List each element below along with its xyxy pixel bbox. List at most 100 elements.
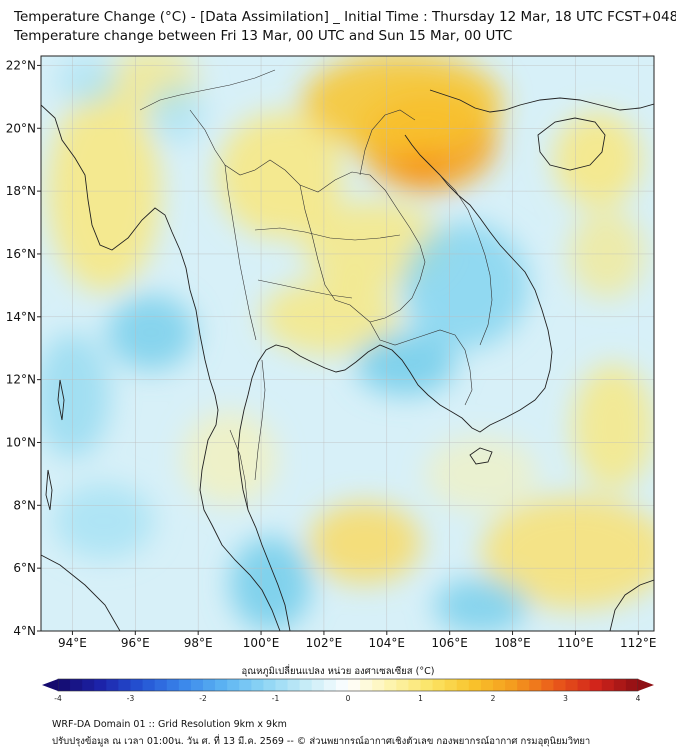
colorbar-cell	[529, 679, 542, 691]
colorbar-cell	[420, 679, 433, 691]
colorbar-cell	[275, 679, 288, 691]
borders	[139, 69, 493, 511]
colorbar: -4 -3 -2 -1 0 1 2 3 4	[42, 678, 654, 703]
temperature-anomaly-13	[182, 411, 277, 506]
temperature-anomaly-21	[433, 577, 529, 631]
lat-label: 10°N	[6, 435, 36, 449]
colorbar-cell	[130, 679, 143, 691]
colorbar-cell	[190, 679, 204, 691]
colorbar-cell	[432, 679, 446, 691]
lon-label: 100°E	[243, 636, 280, 650]
colorbar-cell	[251, 679, 264, 691]
lat-label: 20°N	[6, 121, 36, 135]
temperature-anomaly-18	[41, 332, 111, 459]
update-info: ปรับปรุงข้อมูล ณ เวลา 01:00น. วัน ศ. ที่…	[52, 736, 591, 747]
coastlines	[41, 89, 654, 631]
lon-label: 110°E	[557, 636, 594, 650]
colorbar-cell	[565, 679, 578, 691]
colorbar-cell	[360, 679, 373, 691]
colorbar-cell	[372, 679, 385, 691]
colorbar-tick-label: 2	[491, 694, 496, 703]
lat-label: 6°N	[13, 561, 36, 575]
colorbar-cell	[505, 679, 518, 691]
colorbar-tick-label: -1	[272, 694, 280, 703]
temperature-anomaly-23	[56, 56, 120, 107]
temperature-anomaly-10	[572, 363, 654, 490]
temperature-anomaly-3	[217, 112, 343, 239]
colorbar-tick-label: 4	[636, 694, 641, 703]
colorbar-cell	[553, 679, 566, 691]
colorbar-cell	[517, 679, 530, 691]
colorbar-cell	[456, 679, 470, 691]
lon-label: 98°E	[184, 636, 213, 650]
lat-label: 8°N	[13, 498, 36, 512]
colorbar-cells	[57, 678, 639, 692]
longitude-labels: 94°E 96°E 98°E 100°E 102°E 104°E 106°E 108°E 110…	[58, 631, 657, 650]
temperature-field	[41, 56, 654, 631]
colorbar-cell	[613, 679, 627, 691]
lon-label: 104°E	[369, 636, 406, 650]
colorbar-cell	[335, 679, 349, 691]
colorbar-cell	[299, 679, 313, 691]
map-title: Temperature Change (°C) - [Data Assimila…	[14, 9, 676, 25]
lat-label: 22°N	[6, 58, 36, 72]
colorbar-cell	[58, 679, 71, 691]
colorbar-cell	[468, 679, 482, 691]
lat-label: 12°N	[6, 373, 36, 387]
colorbar-cell	[263, 679, 276, 691]
colorbar-cell	[493, 679, 506, 691]
lat-label: 14°N	[6, 310, 36, 324]
colorbar-title: อุณหภูมิเปลี่ยนแปลง หน่วย องศาเซลเซียส (…	[241, 666, 435, 677]
colorbar-cell	[348, 679, 361, 691]
colorbar-cell	[142, 679, 156, 691]
colorbar-cell	[323, 679, 337, 691]
lat-label: 18°N	[6, 184, 36, 198]
colorbar-cell	[82, 679, 95, 691]
temperature-anomaly-14	[424, 436, 538, 512]
colorbar-cell	[408, 679, 421, 691]
graticule	[41, 56, 654, 631]
map-frame	[40, 55, 655, 632]
colorbar-tick-label: 0	[346, 694, 351, 703]
colorbar-cell	[215, 679, 228, 691]
lon-label: 108°E	[494, 636, 531, 650]
colorbar-cell	[384, 679, 397, 691]
temperature-anomaly-12	[308, 502, 422, 584]
lon-label: 102°E	[306, 636, 343, 650]
colorbar-cell	[541, 679, 554, 691]
latitude-labels: 22°N 20°N 18°N 16°N 14°N 12°N 10°N 8°N 6°N 4°N	[6, 58, 41, 638]
temperature-anomaly-22	[147, 81, 205, 144]
temperature-anomaly-17	[107, 294, 196, 371]
temperature-anomaly-15	[402, 222, 529, 349]
colorbar-cell	[577, 679, 591, 691]
temperature-anomaly-2	[301, 56, 504, 154]
lon-label: 112°E	[620, 636, 657, 650]
colorbar-tick-label: 1	[418, 694, 423, 703]
colorbar-cell	[601, 679, 615, 691]
lat-label: 4°N	[13, 624, 36, 638]
colorbar-tick-label: -4	[54, 694, 62, 703]
colorbar-cell	[287, 679, 301, 691]
temperature-anomaly-11	[481, 495, 654, 609]
colorbar-min-arrow	[42, 679, 58, 691]
colorbar-cell	[589, 679, 603, 691]
colorbar-cell	[625, 679, 639, 691]
colorbar-cell	[118, 679, 131, 691]
colorbar-cell	[311, 679, 325, 691]
colorbar-cell	[203, 679, 216, 691]
colorbar-max-arrow	[638, 679, 654, 691]
colorbar-cell	[239, 679, 252, 691]
colorbar-cell	[106, 679, 119, 691]
colorbar-cell	[227, 679, 240, 691]
colorbar-tick-label: -3	[127, 694, 135, 703]
colorbar-cell	[480, 679, 494, 691]
colorbar-ticks: -4 -3 -2 -1 0 1 2 3 4	[54, 694, 640, 703]
colorbar-cell	[444, 679, 458, 691]
colorbar-cell	[396, 679, 409, 691]
lon-label: 94°E	[58, 636, 87, 650]
colorbar-cell	[178, 679, 192, 691]
colorbar-tick-label: -2	[199, 694, 207, 703]
colorbar-cell	[154, 679, 168, 691]
lon-label: 96°E	[121, 636, 150, 650]
temperature-anomaly-19	[53, 483, 155, 559]
